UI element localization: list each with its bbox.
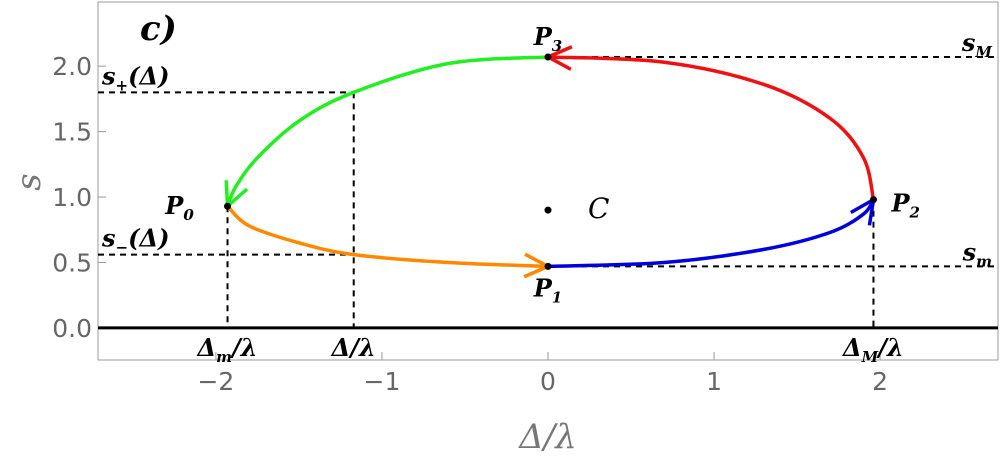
- point-label-sub: 3: [552, 37, 562, 55]
- guide-label-suffix: (Δ): [128, 61, 169, 90]
- guide-label: sM: [961, 28, 993, 61]
- guide-label: Δ/λ: [331, 333, 376, 362]
- point: [869, 196, 877, 204]
- guide-label: sm: [962, 237, 992, 270]
- guide-label-suffix: /λ: [230, 333, 258, 362]
- guide-label-sub: +: [116, 76, 129, 94]
- x-tick-label: 0: [540, 367, 556, 396]
- guide-label: s+(Δ): [101, 61, 169, 94]
- guide-label-main: Δ/λ: [331, 333, 376, 362]
- point-label: C: [588, 192, 609, 225]
- x-tick-label: 1: [706, 367, 722, 396]
- point: [224, 202, 232, 210]
- guide-label-sub: M: [861, 348, 879, 366]
- point-label: P0: [164, 191, 194, 224]
- curve: [547, 198, 875, 269]
- x-tick-label: −1: [364, 367, 401, 396]
- point-label-sub: 0: [183, 206, 194, 224]
- guide-label: Δm/λ: [196, 333, 257, 366]
- guide-label-main: s: [962, 237, 977, 266]
- point-label-main: P: [533, 273, 553, 302]
- y-tick-label: 1.0: [52, 183, 92, 212]
- guide-label: ΔM/λ: [842, 333, 904, 366]
- point: [544, 262, 552, 270]
- point-label-main: P: [164, 191, 184, 220]
- point-label-main: P: [890, 189, 910, 218]
- y-axis-label: s: [9, 173, 49, 190]
- x-axis-label: Δ/λ: [517, 417, 577, 457]
- y-tick-label: 1.5: [52, 118, 92, 147]
- guide-label-suffix: /λ: [876, 333, 904, 362]
- point: [544, 53, 552, 61]
- guide-label-main: s: [101, 61, 116, 90]
- x-tick-label: −2: [197, 367, 234, 396]
- y-tick-label: 2.0: [52, 52, 92, 81]
- point: [544, 206, 552, 214]
- point-label-sub: 2: [909, 204, 920, 222]
- curve: [225, 55, 549, 207]
- guide-label-main: Δ: [842, 333, 862, 362]
- guide-label-sub: −: [116, 239, 129, 257]
- y-tick-label: 0.0: [52, 314, 92, 343]
- guide-label-sub: M: [974, 43, 992, 61]
- point-label: P2: [890, 189, 919, 222]
- x-tick-label: 2: [872, 367, 888, 396]
- guide-label-main: s: [961, 28, 976, 57]
- curve: [226, 204, 549, 269]
- curve: [547, 55, 876, 201]
- point-label-main: P: [533, 22, 553, 51]
- guide-label-main: Δ: [196, 333, 216, 362]
- point-label: P3: [533, 22, 562, 55]
- point-label: P1: [533, 273, 562, 306]
- guide-label: s−(Δ): [101, 224, 169, 257]
- y-tick-label: 0.5: [52, 248, 92, 277]
- point-label-sub: 1: [552, 288, 562, 306]
- guide-label-sub: m: [216, 348, 232, 366]
- point-label-main: C: [588, 192, 609, 225]
- guide-label-suffix: (Δ): [128, 224, 169, 253]
- guide-label-sub: m: [976, 252, 992, 270]
- guide-label-main: s: [101, 224, 116, 253]
- panel-label: c): [140, 9, 177, 49]
